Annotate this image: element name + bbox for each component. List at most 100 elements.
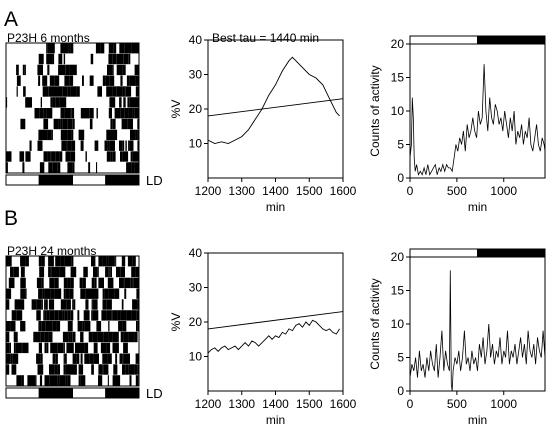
actogram-activity-bar xyxy=(45,299,48,310)
actogram-activity-bar xyxy=(60,64,66,76)
activity-ld-light xyxy=(409,248,478,258)
actogram-activity-bar xyxy=(88,162,91,173)
actogram-activity-bar xyxy=(94,140,99,151)
y-axis-label: %V xyxy=(169,313,183,332)
actogram-activity-bar xyxy=(108,266,110,278)
actogram-activity-bar xyxy=(93,342,98,354)
x-tick-label: 1000 xyxy=(490,184,517,198)
actogram-activity-bar xyxy=(135,151,138,162)
ld-bar-segment-light xyxy=(72,387,107,399)
actogram-activity-bar xyxy=(38,288,43,299)
y-tick-label: 15 xyxy=(391,284,405,298)
actogram-activity-bar xyxy=(110,266,112,278)
actogram-activity-bar xyxy=(105,75,110,86)
actogram-activity-bar xyxy=(71,162,73,173)
actogram-activity-bar xyxy=(51,129,53,141)
activity-ld-dark xyxy=(477,35,546,45)
actogram-title: P23H 6 months xyxy=(7,31,90,45)
actogram-activity-bar xyxy=(24,64,26,76)
actogram-activity-bar xyxy=(125,364,129,375)
actogram-activity-bar xyxy=(46,43,48,54)
actogram-activity-bar xyxy=(84,108,90,119)
actogram-activity-bar xyxy=(130,151,133,162)
actogram-activity-bar xyxy=(20,288,24,299)
actogram-activity-bar xyxy=(121,118,128,130)
actogram-activity-bar xyxy=(69,342,74,354)
actogram-activity-bar xyxy=(128,331,135,343)
actogram-activity-bar xyxy=(122,140,125,151)
actogram-activity-bar xyxy=(91,277,95,289)
actogram-activity-bar xyxy=(96,108,98,119)
actogram-activity-bar xyxy=(6,331,10,343)
actogram-activity-bar xyxy=(85,299,89,310)
actogram-activity-bar xyxy=(48,86,53,97)
actogram-activity-bar xyxy=(55,353,58,364)
ld-bar-segment-light xyxy=(72,174,107,186)
actogram-activity-bar xyxy=(102,256,107,267)
periodogram-significance-line xyxy=(207,98,344,117)
actogram-activity-bar xyxy=(67,375,71,386)
actogram-activity-bar xyxy=(91,364,94,375)
actogram-activity-bar xyxy=(59,97,63,108)
actogram-activity-bar xyxy=(76,86,80,97)
actogram-activity-bar xyxy=(133,277,139,289)
actogram-activity-bar xyxy=(61,375,63,386)
actogram-activity-bar xyxy=(136,321,138,332)
actogram-activity-bar xyxy=(52,266,58,278)
actogram-activity-bar xyxy=(93,288,99,299)
actogram-activity-bar xyxy=(102,299,107,310)
actogram-activity-bar xyxy=(80,140,84,151)
actogram-activity-bar xyxy=(57,288,62,299)
actogram-activity-bar xyxy=(113,43,117,54)
actogram-activity-bar xyxy=(89,288,93,299)
actogram-activity-bar xyxy=(94,277,97,289)
actogram-activity-bar xyxy=(16,342,22,354)
y-tick-label: 40 xyxy=(189,246,203,260)
actogram-activity-bar xyxy=(48,162,53,173)
x-tick-label: 1500 xyxy=(296,397,323,411)
actogram-activity-bar xyxy=(135,75,139,86)
actogram-activity-bar xyxy=(69,288,74,299)
actogram-activity-bar xyxy=(65,129,68,141)
x-tick-label: 1000 xyxy=(490,397,517,411)
actogram-activity-bar xyxy=(122,86,125,97)
ld-label: LD xyxy=(146,386,163,401)
actogram-activity-bar xyxy=(62,118,68,130)
actogram-activity-bar xyxy=(102,353,108,364)
x-tick-label: 500 xyxy=(447,397,467,411)
actogram-activity-bar xyxy=(108,321,110,332)
periodogram-significance-line xyxy=(207,311,344,330)
actogram-activity-bar xyxy=(122,151,129,162)
actogram-activity-bar xyxy=(72,331,76,343)
actogram-activity-bar xyxy=(108,256,114,267)
actogram-activity-bar xyxy=(46,108,53,119)
actogram-activity-bar xyxy=(95,43,101,54)
actogram-activity-bar xyxy=(85,288,90,299)
actogram-activity-bar xyxy=(117,310,121,321)
actogram-activity-bar xyxy=(13,266,19,278)
actogram-activity-bar xyxy=(132,299,138,310)
actogram-activity-bar xyxy=(60,129,66,141)
actogram-activity-bar xyxy=(43,118,49,130)
actogram-activity-bar xyxy=(54,75,60,86)
x-tick-label: 1400 xyxy=(262,397,289,411)
actogram-activity-bar xyxy=(47,129,52,141)
actogram-activity-bar xyxy=(70,75,74,86)
actogram-activity-bar xyxy=(42,288,45,299)
actogram-activity-bar xyxy=(67,277,71,289)
y-tick-label: 10 xyxy=(391,104,405,118)
y-axis-label: Counts of activity xyxy=(368,65,382,156)
actogram-activity-bar xyxy=(44,342,47,354)
actogram-activity-bar xyxy=(125,140,127,151)
actogram-activity-bar xyxy=(70,108,72,119)
x-axis-label: min xyxy=(266,413,285,427)
actogram-activity-bar xyxy=(70,277,74,289)
actogram-activity-bar xyxy=(112,86,117,97)
actogram-activity-bar xyxy=(108,342,111,354)
x-tick-label: 500 xyxy=(447,184,467,198)
actogram-activity-bar xyxy=(83,266,88,278)
actogram-activity-bar xyxy=(108,108,112,119)
actogram-activity-bar xyxy=(45,321,48,332)
actogram-activity-bar xyxy=(64,256,69,267)
actogram-activity-bar xyxy=(116,64,123,76)
